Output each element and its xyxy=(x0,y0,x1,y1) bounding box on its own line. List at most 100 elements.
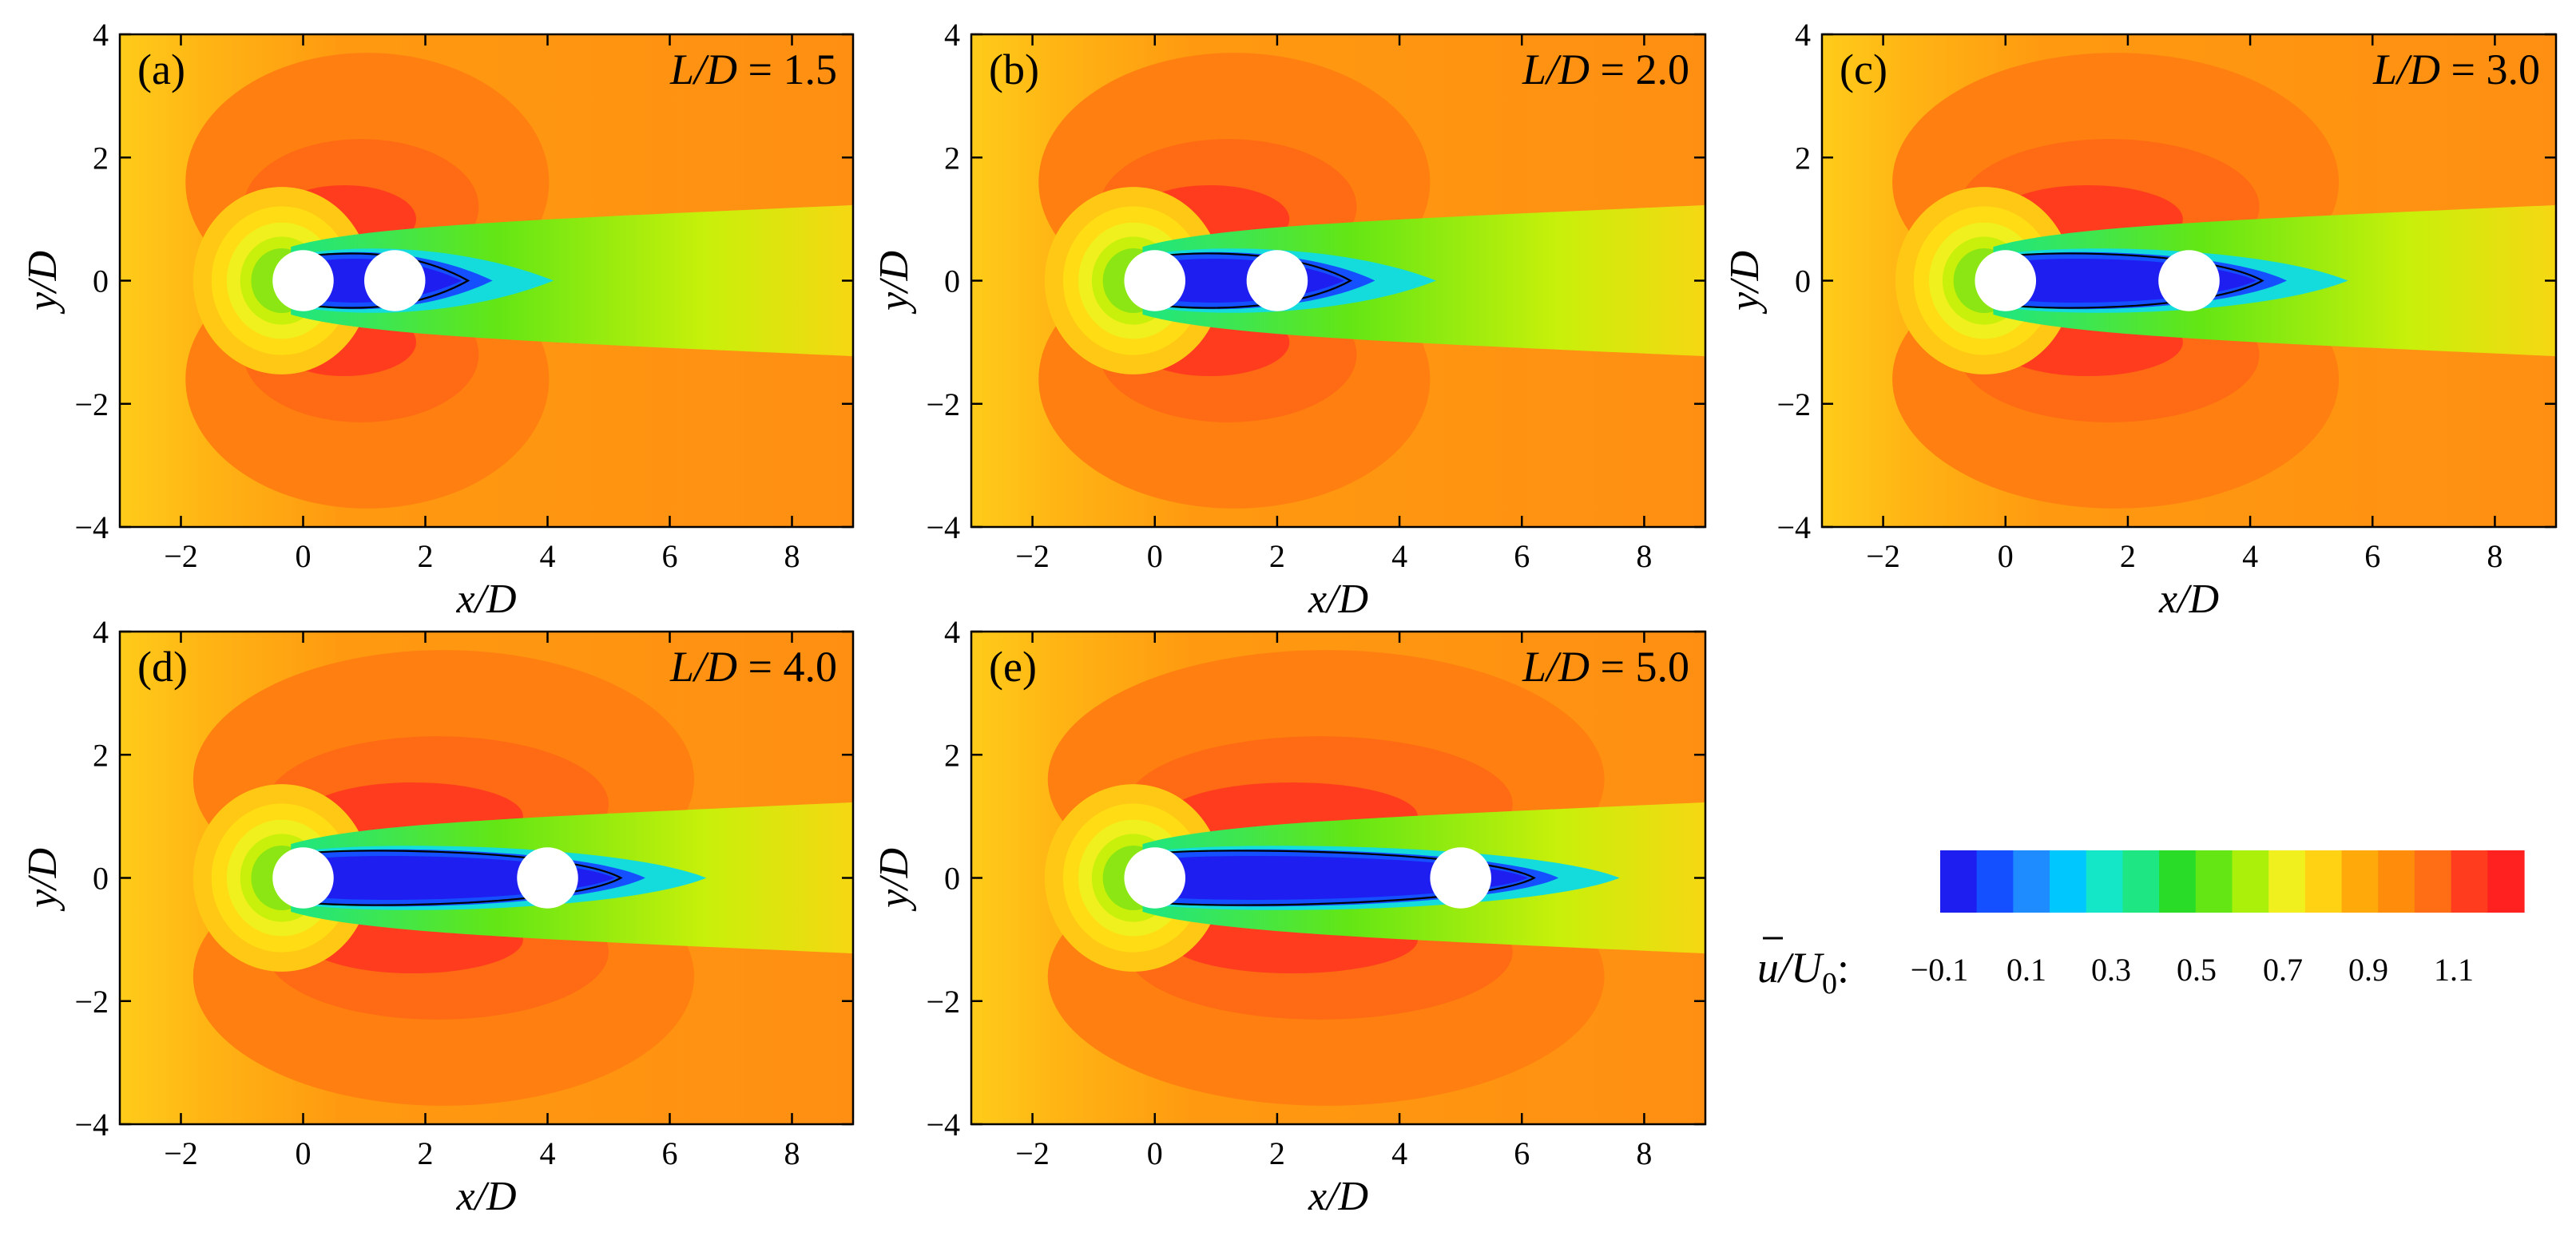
x-tick-label: 6 xyxy=(662,1135,678,1171)
y-tick-label: 0 xyxy=(93,861,109,897)
panel-tag: (c) xyxy=(1840,46,1887,93)
panel-tag: (b) xyxy=(989,46,1039,93)
colorbar-swatch xyxy=(2195,850,2233,913)
colorbar-label-suffix: : xyxy=(1837,944,1849,992)
contour-field xyxy=(971,632,1705,1124)
ld-annotation-label: L/D xyxy=(2372,46,2440,93)
zero-contour-line xyxy=(306,850,623,906)
y-tick-label: 0 xyxy=(944,861,960,897)
y-tick-label: 2 xyxy=(944,140,960,176)
y-tick-label: 4 xyxy=(944,614,960,650)
y-tick-label: −2 xyxy=(926,984,960,1020)
colorbar-label-subscript: 0 xyxy=(1822,967,1837,1000)
colorbar-swatch xyxy=(2341,850,2379,913)
x-axis-label: x/D xyxy=(455,1174,516,1219)
x-tick-label: 8 xyxy=(1636,538,1652,574)
x-tick-label: −2 xyxy=(1866,538,1900,574)
zero-contour-line xyxy=(306,252,470,309)
x-tick-label: 0 xyxy=(1147,538,1163,574)
x-tick-label: −2 xyxy=(1015,1135,1050,1171)
zero-contour-line xyxy=(2008,252,2264,309)
panel-tag: (d) xyxy=(137,643,188,691)
colorbar-swatch xyxy=(2487,850,2525,913)
colorbar-swatch xyxy=(2414,850,2452,913)
x-tick-label: 2 xyxy=(2120,538,2136,574)
x-tick-label: −2 xyxy=(164,538,198,574)
ld-annotation: L/D = 4.0 xyxy=(669,643,837,691)
x-tick-label: 4 xyxy=(540,1135,556,1171)
x-tick-label: 2 xyxy=(418,1135,434,1171)
x-tick-label: 6 xyxy=(1514,1135,1530,1171)
contour-field xyxy=(120,34,853,527)
x-tick-label: 6 xyxy=(662,538,678,574)
colorbar: u/U0: −0.1 0.1 0.3 0.5 0.7 0.9 1.1 xyxy=(1757,850,2525,1000)
downstream-cylinder xyxy=(1430,847,1491,909)
x-tick-label: 2 xyxy=(1269,1135,1285,1171)
contour-field xyxy=(971,34,1705,527)
colorbar-swatch xyxy=(2122,850,2160,913)
x-axis-label: x/D xyxy=(1308,576,1368,622)
colorbar-swatch xyxy=(2013,850,2050,913)
upstream-cylinder xyxy=(1975,250,2037,311)
y-axis-label: y/D xyxy=(1722,251,1768,315)
ld-annotation-label: L/D xyxy=(669,46,737,93)
zero-contour-line xyxy=(1157,850,1536,906)
y-tick-label: 0 xyxy=(1795,263,1811,299)
x-tick-label: 6 xyxy=(2364,538,2380,574)
colorbar-tick-label: −0.1 xyxy=(1911,952,1969,988)
colorbar-swatch xyxy=(2159,850,2197,913)
y-tick-label: 0 xyxy=(944,263,960,299)
x-tick-label: −2 xyxy=(1015,538,1050,574)
colorbar-swatch xyxy=(2268,850,2306,913)
ld-annotation-label: L/D xyxy=(1522,46,1590,93)
y-tick-label: −4 xyxy=(74,509,109,545)
contour-field xyxy=(1822,34,2556,527)
colorbar-swatch xyxy=(2378,850,2415,913)
x-tick-label: 4 xyxy=(1391,1135,1407,1171)
y-tick-label: 4 xyxy=(1795,17,1811,53)
y-tick-label: 4 xyxy=(93,614,109,650)
x-tick-label: −2 xyxy=(164,1135,198,1171)
colorbar-swatch xyxy=(2086,850,2124,913)
x-tick-label: 8 xyxy=(784,1135,800,1171)
colorbar-tick-label: 0.7 xyxy=(2263,952,2303,988)
colorbar-tick-label: 0.3 xyxy=(2091,952,2131,988)
colorbar-label-main: u/U xyxy=(1757,944,1824,992)
ld-annotation-value: = 2.0 xyxy=(1590,46,1689,93)
y-tick-label: 2 xyxy=(93,140,109,176)
y-tick-label: −4 xyxy=(74,1107,109,1143)
colorbar-swatch xyxy=(2232,850,2269,913)
y-tick-label: −2 xyxy=(74,984,109,1020)
ld-annotation-value: = 5.0 xyxy=(1590,643,1689,691)
colorbar-tick-label: 0.5 xyxy=(2177,952,2217,988)
downstream-cylinder xyxy=(364,250,426,311)
y-axis-label: y/D xyxy=(20,251,65,315)
colorbar-swatch xyxy=(2050,850,2087,913)
y-axis-label: y/D xyxy=(871,251,917,315)
y-tick-label: 2 xyxy=(944,737,960,773)
x-tick-label: 2 xyxy=(418,538,434,574)
x-tick-label: 4 xyxy=(540,538,556,574)
upstream-cylinder xyxy=(272,847,334,909)
x-tick-label: 8 xyxy=(2487,538,2503,574)
y-tick-label: −4 xyxy=(926,509,960,545)
y-tick-label: 0 xyxy=(93,263,109,299)
y-tick-label: 2 xyxy=(93,737,109,773)
downstream-cylinder xyxy=(517,847,578,909)
downstream-cylinder xyxy=(1246,250,1308,311)
panel-c: −2 0 2 4 6 8 −4 −2 0 2 4 x/D y/D (c) L/D = 3.0 xyxy=(1722,17,2558,622)
ld-annotation-label: L/D xyxy=(1522,643,1590,691)
x-tick-label: 8 xyxy=(1636,1135,1652,1171)
ld-annotation-label: L/D xyxy=(669,643,737,691)
x-axis-label: x/D xyxy=(455,576,516,622)
y-tick-label: −4 xyxy=(926,1107,960,1143)
y-tick-label: −2 xyxy=(1776,386,1811,422)
x-tick-label: 0 xyxy=(296,538,312,574)
y-tick-label: 4 xyxy=(944,17,960,53)
ld-annotation-value: = 4.0 xyxy=(737,643,837,691)
y-axis-label: y/D xyxy=(871,848,917,912)
x-tick-label: 2 xyxy=(1269,538,1285,574)
ld-annotation-value: = 3.0 xyxy=(2440,46,2540,93)
colorbar-tick-label: 1.1 xyxy=(2434,952,2474,988)
y-tick-label: −2 xyxy=(74,386,109,422)
